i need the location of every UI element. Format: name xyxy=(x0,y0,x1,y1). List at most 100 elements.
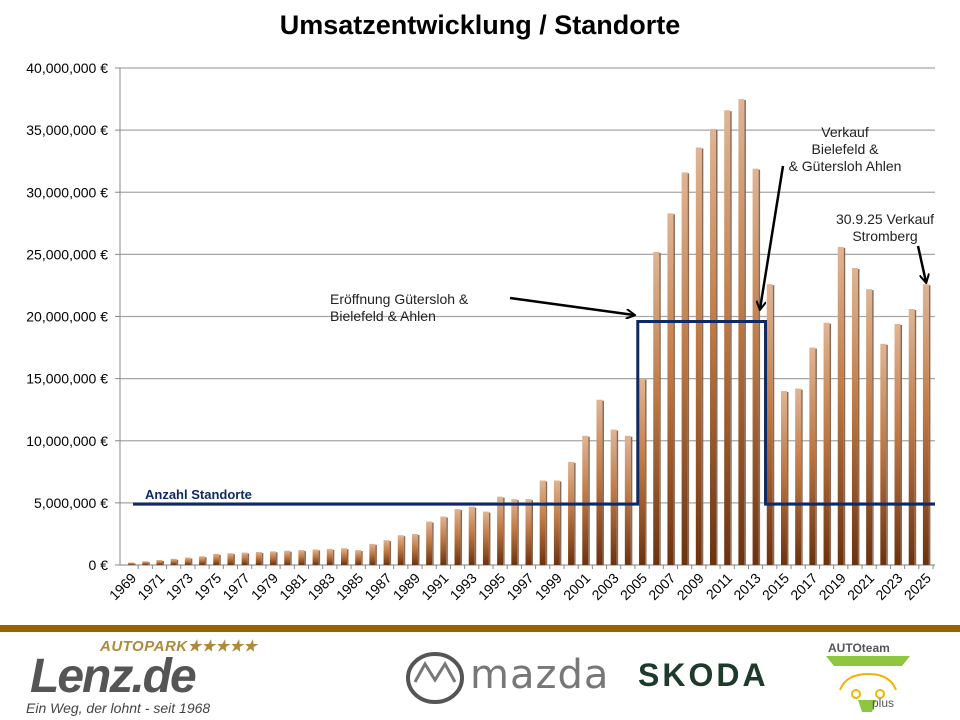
bar-side xyxy=(488,512,491,565)
bar-1990 xyxy=(426,521,433,565)
bar-1984 xyxy=(340,548,347,565)
y-tick-label: 30,000,000 € xyxy=(26,184,108,200)
bar-2020 xyxy=(851,268,858,565)
standorte-label: Anzahl Standorte xyxy=(145,487,252,502)
bar-1975 xyxy=(213,553,220,565)
x-tick-label: 1977 xyxy=(219,570,252,603)
x-tick-label: 1997 xyxy=(503,570,536,603)
bar-2017 xyxy=(809,347,816,565)
bar-side xyxy=(134,563,136,565)
sale2-arrow xyxy=(916,245,926,282)
bar-1979 xyxy=(270,551,277,565)
autoteam-plus: plus xyxy=(872,696,895,710)
y-tick-label: 10,000,000 € xyxy=(26,433,108,449)
bar-2024 xyxy=(908,309,915,565)
bar-2002 xyxy=(596,399,603,565)
bar-side xyxy=(730,111,732,566)
bar-side xyxy=(659,252,661,565)
bar-2023 xyxy=(894,323,901,565)
bar-side xyxy=(928,285,931,565)
x-tick-label: 2003 xyxy=(588,570,621,603)
bar-1997 xyxy=(525,499,532,565)
bar-side xyxy=(375,544,377,565)
autoteam-logo: AUTOteam xyxy=(828,641,890,655)
y-tick-label: 25,000,000 € xyxy=(26,246,108,262)
bar-1972 xyxy=(170,558,177,565)
bar-1986 xyxy=(369,543,376,565)
bar-side xyxy=(829,323,832,565)
bar-side xyxy=(304,551,306,565)
x-tick-label: 1979 xyxy=(248,570,281,603)
bar-side xyxy=(417,534,420,565)
bar-2025 xyxy=(922,284,929,565)
x-tick-label: 1985 xyxy=(333,570,366,603)
x-tick-label: 2013 xyxy=(730,570,763,603)
bar-1970 xyxy=(142,561,149,565)
bar-side xyxy=(843,247,846,566)
bar-2009 xyxy=(695,147,702,565)
bar-1969 xyxy=(128,562,135,565)
y-tick-label: 5,000,000 € xyxy=(34,495,108,511)
bar-1974 xyxy=(199,556,206,565)
x-tick-label: 2021 xyxy=(844,570,877,603)
x-tick-label: 1993 xyxy=(447,570,480,603)
bar-side xyxy=(574,462,576,565)
bar-2011 xyxy=(724,110,731,566)
x-tick-label: 2015 xyxy=(759,570,792,603)
bar-2001 xyxy=(582,435,589,565)
x-tick-label: 1987 xyxy=(361,570,394,603)
x-tick-label: 2005 xyxy=(617,570,650,603)
bar-1971 xyxy=(156,560,163,565)
bar-2022 xyxy=(880,343,887,565)
bar-side xyxy=(389,541,392,565)
x-tick-label: 1971 xyxy=(134,570,167,603)
bar-side xyxy=(318,550,321,565)
bar-side xyxy=(701,148,704,565)
bar-side xyxy=(247,553,250,565)
bar-2004 xyxy=(624,435,631,565)
sale1-arrow xyxy=(760,165,785,309)
bar-side xyxy=(559,481,562,565)
bar-2016 xyxy=(795,388,802,565)
y-tick-label: 15,000,000 € xyxy=(26,371,108,387)
bar-side xyxy=(914,310,917,565)
x-tick-label: 2007 xyxy=(645,570,678,603)
x-tick-label: 1989 xyxy=(390,570,423,603)
lenz-logo: Lenz.de xyxy=(30,650,197,703)
bar-1993 xyxy=(468,506,475,565)
bar-side xyxy=(602,400,604,565)
x-tick-label: 1975 xyxy=(191,570,224,603)
bar-1989 xyxy=(411,533,418,565)
bar-1973 xyxy=(184,557,191,565)
sale2-line2: Stromberg xyxy=(852,228,918,244)
bar-1982 xyxy=(312,549,319,565)
autoteam-car-icon xyxy=(826,656,910,712)
bar-1991 xyxy=(440,516,447,565)
x-tick-label: 2017 xyxy=(787,570,820,603)
bar-1980 xyxy=(284,550,291,565)
bar-side xyxy=(233,554,235,565)
bar-side xyxy=(276,552,278,565)
bar-side xyxy=(460,510,463,565)
y-tick-label: 20,000,000 € xyxy=(26,309,108,325)
bar-2015 xyxy=(780,391,787,565)
bar-side xyxy=(346,549,349,565)
bar-1994 xyxy=(482,511,489,565)
sale1-line1: Verkauf xyxy=(821,124,869,140)
sale2-line1: 30.9.25 Verkauf xyxy=(835,211,935,227)
bar-side xyxy=(673,214,675,565)
bar-2010 xyxy=(710,128,717,565)
standorte-step-line xyxy=(133,319,935,506)
bar-1976 xyxy=(227,553,234,565)
bar-2021 xyxy=(866,289,873,565)
opening-line2: Bielefeld & Ahlen xyxy=(330,308,436,324)
bar-side xyxy=(758,169,761,565)
bar-side xyxy=(361,551,363,565)
y-tick-label: 0 € xyxy=(89,557,109,573)
bar-2005 xyxy=(639,378,646,565)
bar-side xyxy=(403,536,406,565)
lenz-slogan: Ein Weg, der lohnt - seit 1968 xyxy=(26,700,211,716)
bar-1981 xyxy=(298,550,305,565)
bar-side xyxy=(616,430,619,565)
bar-1977 xyxy=(241,552,248,565)
